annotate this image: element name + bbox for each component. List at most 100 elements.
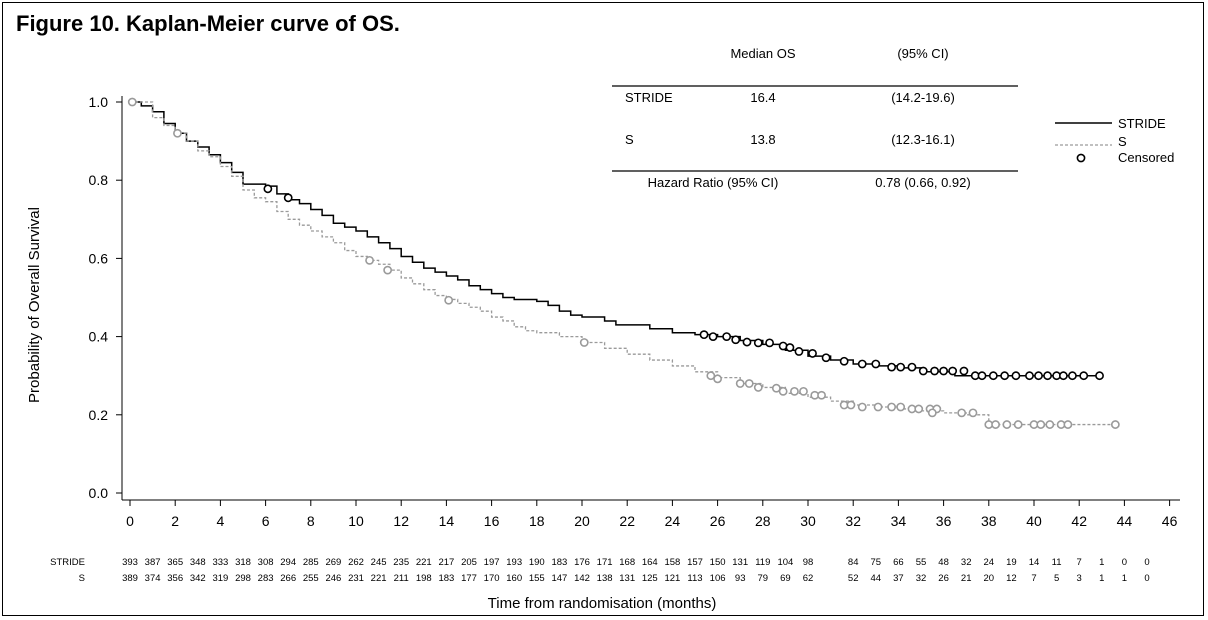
x-tick-label: 22 <box>619 513 635 529</box>
at-risk-count: 183 <box>438 573 454 584</box>
at-risk-count: 1 <box>1122 573 1127 584</box>
x-tick-label: 26 <box>710 513 726 529</box>
at-risk-count: 79 <box>758 573 769 584</box>
censor-marker-stride <box>742 337 752 347</box>
censor-marker-s <box>753 383 763 392</box>
censor-marker-s <box>735 379 745 388</box>
x-tick-label: 16 <box>484 513 500 529</box>
at-risk-count: 20 <box>984 573 995 584</box>
censor-marker-s <box>846 400 856 410</box>
x-tick-label: 40 <box>1026 513 1042 529</box>
at-risk-count: 190 <box>529 557 545 568</box>
censor-marker-s <box>817 390 826 400</box>
at-risk-count: 198 <box>416 573 432 584</box>
at-risk-count: 235 <box>393 557 409 568</box>
censor-marker-s <box>365 255 374 265</box>
at-risk-count: 283 <box>258 573 274 584</box>
censor-marker-s <box>896 402 906 412</box>
x-tick-label: 6 <box>262 513 270 529</box>
at-risk-count: 37 <box>893 573 904 584</box>
censor-marker-stride <box>1043 371 1052 381</box>
survival-curves <box>127 97 1120 429</box>
x-tick-label: 20 <box>574 513 590 529</box>
at-risk-count: 319 <box>212 573 228 584</box>
x-tick-label: 2 <box>171 513 179 529</box>
at-risk-count: 1 <box>1099 573 1104 584</box>
censor-marker-stride <box>808 349 817 358</box>
at-risk-count: 55 <box>916 557 927 568</box>
at-risk-count: 294 <box>280 557 296 568</box>
censor-marker-stride <box>1079 371 1089 381</box>
x-tick-label: 4 <box>217 513 225 529</box>
at-risk-count: 84 <box>848 557 859 568</box>
x-tick-label: 46 <box>1162 513 1178 529</box>
at-risk-count: 11 <box>1052 557 1062 568</box>
censor-marker-stride <box>839 356 849 366</box>
at-risk-count: 0 <box>1122 557 1127 568</box>
censor-marker-stride <box>871 359 881 369</box>
at-risk-count: 333 <box>212 557 228 568</box>
censor-marker-stride <box>1034 371 1043 381</box>
at-risk-count: 183 <box>551 557 567 568</box>
at-risk-count: 44 <box>871 573 882 584</box>
x-tick-label: 38 <box>981 513 997 529</box>
censor-marker-s <box>1110 420 1120 429</box>
table-row-ci: (14.2-19.6) <box>891 90 955 105</box>
censor-marker-stride <box>1095 371 1104 381</box>
at-risk-count: 12 <box>1006 573 1017 584</box>
y-axis-title: Probability of Overall Survival <box>26 207 43 403</box>
at-risk-count: 32 <box>961 557 972 568</box>
x-tick-label: 36 <box>936 513 952 529</box>
at-risk-count: 142 <box>574 573 590 584</box>
at-risk-count: 138 <box>597 573 613 584</box>
legend-label-s: S <box>1118 134 1127 149</box>
figure-title: Figure 10. Kaplan-Meier curve of OS. <box>16 11 400 36</box>
at-risk-count: 285 <box>303 557 319 568</box>
at-risk-count: 269 <box>325 557 341 568</box>
censor-marker-stride <box>794 347 804 356</box>
at-risk-count: 131 <box>732 557 748 568</box>
y-tick-label: 0.2 <box>89 407 109 423</box>
at-risk-count: 356 <box>167 573 183 584</box>
table-row-label: S <box>625 132 634 147</box>
at-risk-count: 160 <box>506 573 522 584</box>
at-risk-count: 75 <box>871 557 882 568</box>
censor-marker-s <box>744 379 754 388</box>
at-risk-count: 262 <box>348 557 364 568</box>
table-row-label: STRIDE <box>625 90 673 105</box>
censor-marker-s <box>444 295 454 305</box>
censor-marker-stride <box>887 362 897 372</box>
censor-marker-stride <box>977 371 987 381</box>
at-risk-count: 298 <box>235 573 251 584</box>
at-risk-count: 308 <box>258 557 274 568</box>
summary-table: Median OS (95% CI) STRIDE 16.4 (14.2-19.6) S 1… <box>612 46 1018 190</box>
censor-marker-stride <box>731 335 741 345</box>
y-tick-label: 0.8 <box>89 172 109 188</box>
x-tick-label: 8 <box>307 513 315 529</box>
censor-marker-stride <box>959 366 969 376</box>
x-tick-label: 44 <box>1117 513 1133 529</box>
censor-marker-stride <box>722 332 732 341</box>
censor-marker-stride <box>283 193 293 203</box>
censor-marker-s <box>1045 420 1055 429</box>
censor-marker-stride <box>753 338 763 348</box>
at-risk-count: 342 <box>190 573 206 584</box>
censor-marker-stride <box>821 353 831 363</box>
at-risk-count: 147 <box>551 573 567 584</box>
censor-marker-s <box>1013 420 1023 429</box>
censor-marker-stride <box>988 371 998 381</box>
censor-marker-s <box>706 371 716 381</box>
censor-marker-s <box>873 402 883 412</box>
at-risk-row-label: STRIDE <box>50 557 85 568</box>
x-tick-label: 32 <box>845 513 861 529</box>
at-risk-count: 348 <box>190 557 206 568</box>
x-tick-label: 10 <box>348 513 364 529</box>
at-risk-table: STRIDE 393 387 365 348 333 318 308 294 285 269 262 2… <box>50 557 1149 584</box>
at-risk-count: 245 <box>371 557 387 568</box>
censor-marker-stride <box>263 184 273 194</box>
at-risk-count: 387 <box>145 557 161 568</box>
censor-marker-s <box>968 408 978 418</box>
at-risk-count: 66 <box>893 557 904 568</box>
